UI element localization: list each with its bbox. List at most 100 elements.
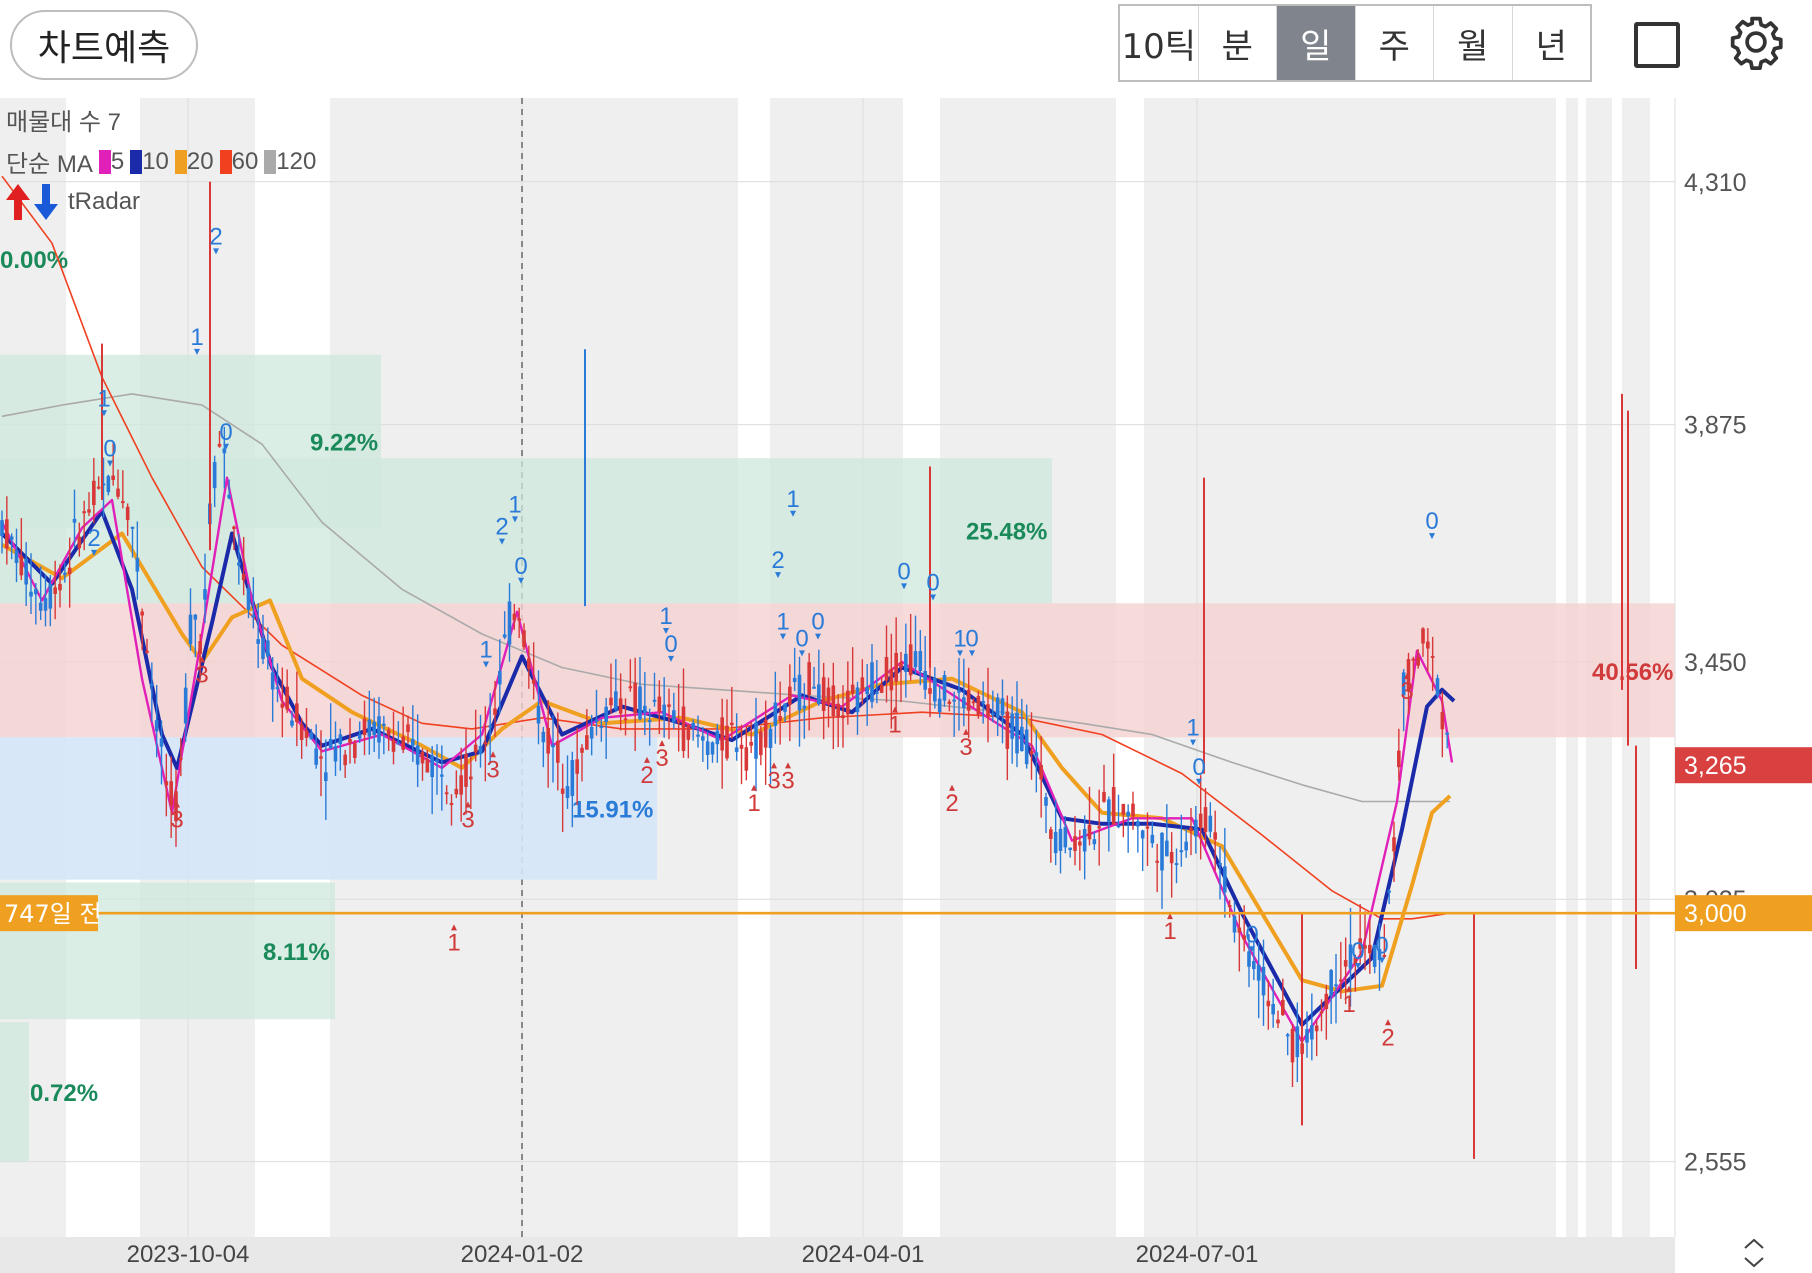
candle-body [657, 696, 662, 712]
arrow-down-icon [1190, 739, 1196, 746]
reference-tag-label: 747일 전 [4, 900, 102, 928]
period-day-button[interactable]: 일 [1277, 6, 1356, 80]
candle-body [1416, 657, 1420, 666]
price-chart[interactable]: 0.00% 9.22% 25.48% 40.56% 15.91% 8.11% 0.72% 1… [0, 96, 1812, 1273]
signal-marker-label: 1 [447, 929, 460, 956]
candle-body [923, 671, 927, 690]
volume-zone-label: 0.00% [0, 247, 68, 274]
arrow-down-icon [790, 510, 796, 517]
candle-body [966, 689, 971, 711]
period-month-button[interactable]: 월 [1434, 6, 1513, 80]
period-10tick-button[interactable]: 10틱 [1120, 6, 1199, 80]
candle-body [1271, 1004, 1275, 1015]
square-icon[interactable] [1634, 22, 1680, 68]
candle-body [1165, 840, 1169, 857]
candle-body [430, 755, 434, 778]
candle-body [34, 589, 38, 595]
candle-body [314, 748, 318, 765]
current-price-badge [1675, 747, 1812, 784]
ma60-swatch [219, 149, 232, 174]
signal-marker-label: 2 [640, 762, 653, 789]
candle-body [860, 677, 865, 691]
candle-body [850, 684, 855, 694]
candle-body [565, 786, 570, 799]
candle-body [48, 583, 53, 609]
period-year-button[interactable]: 년 [1535, 26, 1567, 67]
candle-body [739, 744, 744, 749]
arrow-down-icon [780, 633, 786, 640]
candle-body [507, 601, 512, 645]
candle-body [647, 720, 652, 723]
candle-body [1440, 712, 1445, 730]
candle-body [87, 509, 91, 513]
signal-marker-label: 2 [771, 547, 784, 574]
signal-marker-label: 0 [926, 570, 939, 597]
signal-marker-label: 0 [1351, 938, 1364, 965]
date-axis: 2023-10-04 2024-01-02 2024-04-01 2024-07-01 [0, 1237, 1764, 1273]
arrow-down-icon [107, 460, 113, 467]
candle-body [889, 668, 894, 691]
signal-marker-label: 3 [461, 807, 474, 834]
period-week-button[interactable]: 주 [1356, 6, 1434, 80]
candle-body [546, 727, 550, 754]
gear-icon[interactable] [1728, 14, 1784, 70]
candle-body [788, 686, 792, 705]
reference-price-badge [1675, 895, 1812, 932]
signal-marker-label: 3 [1400, 678, 1413, 705]
scroll-handle-icon [1744, 1238, 1764, 1268]
candle-body [5, 519, 9, 549]
candle-body [1392, 837, 1396, 852]
candle-body [812, 686, 816, 689]
signal-marker-label: 1 [953, 625, 966, 652]
ma60-line [1, 175, 1451, 920]
candle-body [768, 728, 773, 749]
candle-body [1053, 831, 1058, 854]
candle-body [1203, 807, 1208, 833]
candle-body [918, 650, 923, 671]
arrow-down-icon [91, 549, 97, 556]
signal-marker-label: 1 [1186, 715, 1199, 742]
period-minute-button[interactable]: 분 [1199, 6, 1277, 80]
candle-body [759, 731, 763, 756]
candle-body [159, 738, 164, 747]
candle-body [971, 701, 976, 704]
candle-body [256, 639, 260, 644]
arrow-down-icon [518, 577, 524, 584]
arrow-up-icon [892, 706, 898, 713]
candle-body [1111, 787, 1116, 825]
candle-body [212, 462, 217, 489]
candle-body [1435, 678, 1440, 696]
candle-body [580, 747, 584, 753]
candle-body [353, 743, 357, 758]
volume-zone-label: 40.56% [1592, 659, 1673, 686]
candle-body [783, 703, 787, 712]
candle-body [541, 731, 546, 743]
candle-body [831, 685, 836, 717]
candle-body [792, 677, 797, 683]
candle-body [304, 730, 309, 739]
chart-predict-button[interactable]: 차트예측 [10, 10, 198, 80]
toolbar: 차트예측 10틱 분 일 주 월 년 [0, 0, 1812, 96]
candle-body [1024, 729, 1029, 765]
candle-body [1339, 979, 1343, 982]
price-tick-label: 2,555 [1684, 1149, 1747, 1177]
candle-body [328, 738, 333, 749]
candle-body [1078, 841, 1082, 846]
candle-body [1082, 828, 1087, 852]
candle-body [1029, 750, 1034, 755]
candle-body [667, 704, 671, 708]
candle-body [1324, 993, 1329, 1009]
candle-body [473, 744, 478, 753]
candle-body [730, 722, 734, 725]
candle-body [58, 583, 62, 591]
candle-body [826, 687, 831, 705]
candle-body [203, 589, 207, 600]
candle-body [1174, 863, 1179, 866]
arrow-up-icon [199, 656, 205, 663]
candle-body [14, 550, 19, 564]
signal-marker-label: 1 [888, 712, 901, 739]
candle-body [420, 751, 425, 764]
period-selector: 10틱 분 일 주 월 년 [1118, 4, 1592, 82]
arrow-down-icon [213, 248, 219, 255]
candle-body [1387, 890, 1391, 893]
